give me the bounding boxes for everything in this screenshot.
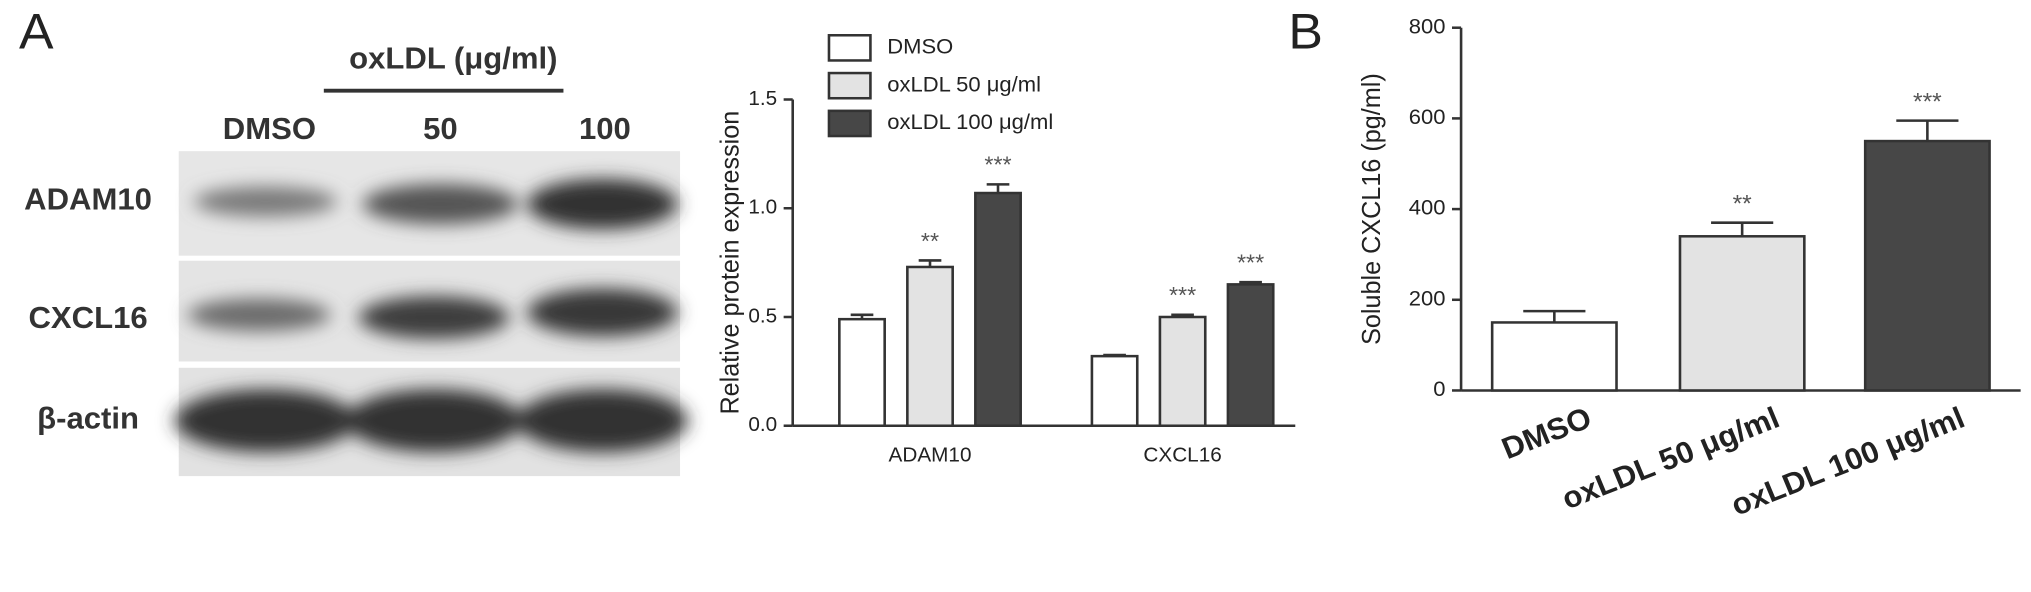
error-bar: [1896, 119, 1959, 142]
blot-image: [174, 151, 688, 477]
y-tick-label: 1.0: [748, 196, 777, 219]
bar: [1226, 283, 1275, 427]
significance-label: **: [1733, 191, 1753, 218]
error-bar: [1711, 221, 1774, 237]
error-bar: [850, 313, 874, 320]
y-tick-label: 200: [1409, 286, 1446, 311]
bar: [1678, 235, 1806, 392]
y-axis-label: Relative protein expression: [716, 111, 744, 415]
lane-label: 50: [423, 112, 458, 146]
legend-swatch: [827, 71, 872, 100]
panel-label: A: [19, 3, 54, 59]
bar: [838, 317, 886, 427]
bar: [1090, 354, 1139, 427]
error-bar: [986, 183, 1010, 194]
significance-label: **: [921, 228, 939, 254]
error-bar: [1239, 280, 1262, 285]
protein-label: ADAM10: [24, 183, 152, 217]
error-bar: [1171, 313, 1194, 317]
significance-label: ***: [1913, 89, 1942, 116]
significance-label: ***: [1169, 282, 1196, 308]
legend-swatch: [827, 109, 872, 138]
y-axis-label: Soluble CXCL16 (pg/ml): [1358, 73, 1386, 345]
treatment-label: oxLDL (μg/ml): [349, 42, 557, 76]
protein-label: CXCL16: [28, 301, 147, 335]
legend-label: oxLDL 50 μg/ml: [887, 72, 1041, 97]
error-bar: [1523, 309, 1586, 323]
x-tick-label: ADAM10: [889, 444, 972, 467]
y-tick-label: 600: [1409, 104, 1446, 129]
bar: [1863, 139, 1991, 392]
legend-label: DMSO: [887, 34, 953, 59]
y-tick-label: 0.0: [748, 413, 777, 436]
y-tick-label: 1.5: [748, 87, 777, 110]
y-tick-label: 0.5: [748, 305, 777, 328]
legend-label: oxLDL 100 μg/ml: [887, 109, 1053, 134]
error-bar: [1103, 353, 1126, 357]
y-tick-label: 800: [1409, 14, 1446, 39]
x-tick-label: DMSO: [1497, 401, 1596, 466]
x-tick-label: CXCL16: [1143, 444, 1221, 467]
legend-swatch: [827, 34, 872, 62]
bar: [1490, 321, 1618, 392]
error-bar: [918, 259, 942, 267]
lane-label: DMSO: [223, 112, 316, 146]
lane-label: 100: [579, 112, 631, 146]
y-tick-label: 400: [1409, 195, 1446, 220]
significance-label: ***: [1237, 250, 1264, 276]
bar: [1158, 315, 1207, 427]
bar: [906, 265, 954, 427]
y-tick-label: 0: [1433, 376, 1445, 401]
bar: [974, 191, 1022, 427]
protein-label: β-actin: [37, 402, 139, 436]
significance-label: ***: [984, 152, 1011, 178]
panel-label: B: [1288, 3, 1323, 59]
